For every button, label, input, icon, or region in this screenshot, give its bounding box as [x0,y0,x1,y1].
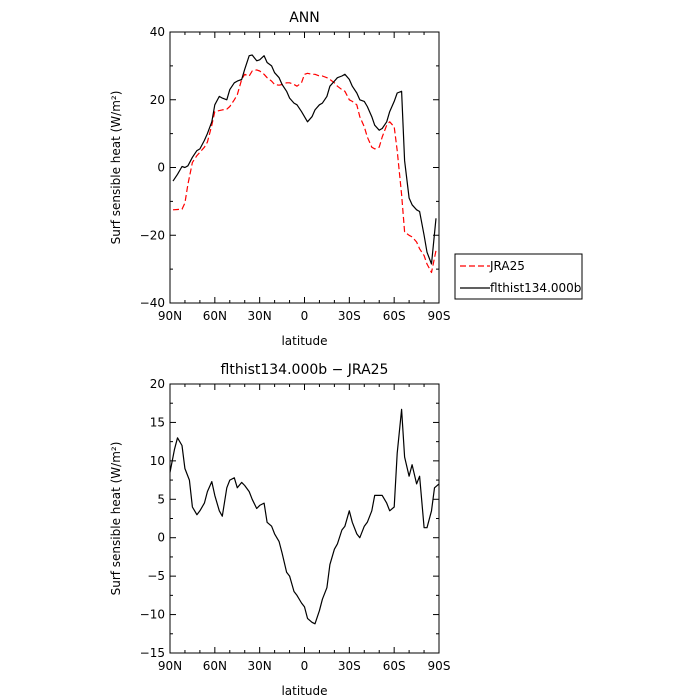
x-tick-label: 30S [338,659,361,673]
legend: JRA25 flthist134.000b [454,253,583,300]
y-tick-label: −10 [140,608,165,622]
x-axis-label: latitude [281,334,327,348]
y-tick-label: 0 [157,161,165,175]
legend-label: JRA25 [489,259,525,273]
x-axis-label: latitude [281,684,327,698]
x-tick-label: 60N [203,309,227,323]
series-line-1 [169,408,440,625]
x-tick-label: 0 [301,309,309,323]
x-tick-label: 30N [248,659,272,673]
x-tick-label: 90N [158,309,182,323]
y-tick-label: 0 [157,531,165,545]
y-tick-label: −20 [140,228,165,242]
y-tick-label: 20 [150,93,165,107]
x-tick-label: 90N [158,659,182,673]
y-tick-label: 5 [157,492,165,506]
series-line-1 [172,69,437,274]
y-tick-label: 15 [150,415,165,429]
y-tick-label: 10 [150,454,165,468]
x-tick-label: 0 [301,659,309,673]
y-tick-label: −15 [140,646,165,660]
x-tick-label: 60S [383,659,406,673]
y-axis-label: Surf sensible heat (W/m²) [109,442,123,596]
x-tick-label: 60N [203,659,227,673]
legend-label: flthist134.000b [490,281,581,295]
x-tick-label: 30N [248,309,272,323]
x-tick-label: 30S [338,309,361,323]
series-line-2 [172,54,437,265]
y-tick-label: −40 [140,296,165,310]
y-tick-label: 40 [150,25,165,39]
chart-title: flthist134.000b − JRA25 [221,362,389,378]
x-tick-label: 90S [428,659,451,673]
y-axis-label: Surf sensible heat (W/m²) [109,91,123,245]
y-tick-label: 20 [150,377,165,391]
plot-frame [169,31,440,304]
x-tick-label: 60S [383,309,406,323]
legend-box [454,253,583,300]
chart-1: ANN 90N 60N 30N 0 30S 60S 90S −40 −20 0 20 40 latitud… [109,10,583,348]
x-tick-label: 90S [428,309,451,323]
chart-2: flthist134.000b − JRA25 90N 60N 30N 0 30S 60S 9… [109,362,450,698]
chart-title: ANN [289,10,320,26]
y-tick-label: −5 [147,569,165,583]
plot-frame [169,383,440,654]
